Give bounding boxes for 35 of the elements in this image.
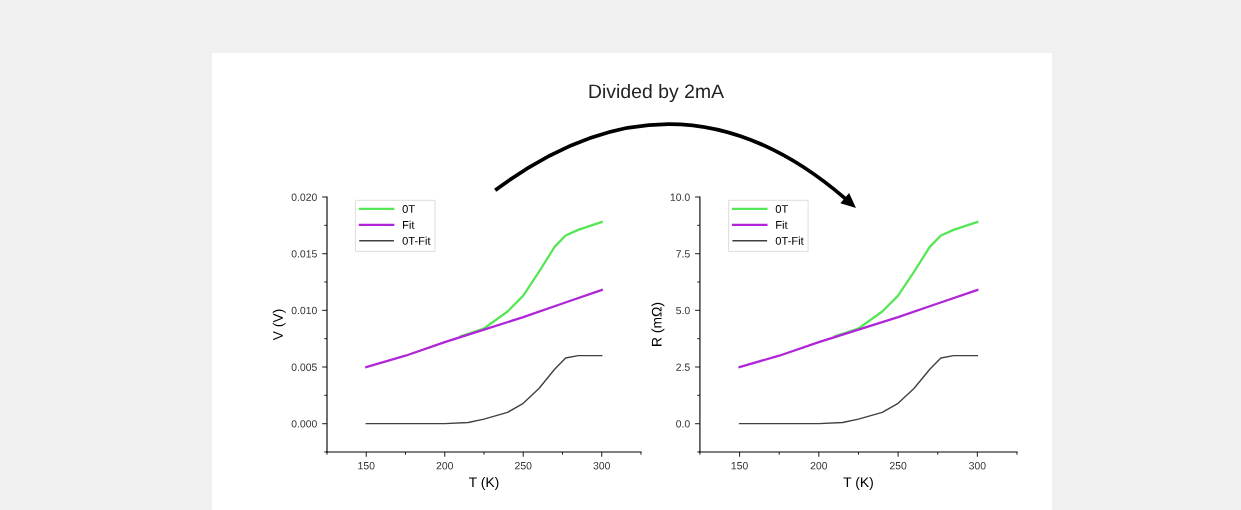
y-tick-label: 10.0 [670, 193, 690, 201]
y-tick-label: 5.0 [676, 306, 690, 315]
line-series [365, 288, 603, 369]
y-tick-label: 2.5 [676, 363, 690, 371]
y-axis-title: V (V) [272, 309, 286, 341]
legend-label: Fit [403, 220, 415, 229]
y-tick-label: 0.015 [291, 250, 317, 258]
legend-label: Fit [776, 220, 788, 229]
legend-label: 0T-Fit [402, 236, 431, 245]
legend-label: 0T-Fit [775, 236, 804, 245]
y-tick-label: 0.010 [291, 306, 317, 315]
text: Divided by 2mA [589, 83, 725, 103]
legend-label: 0T [402, 205, 415, 213]
x-tick-label: 200 [810, 462, 828, 470]
line-series [738, 354, 979, 425]
y-tick-label: 7.5 [676, 250, 690, 258]
y-tick-label: 0.005 [291, 363, 317, 371]
y-axis-title: R (mΩ) [651, 302, 665, 346]
y-tick-label: 0.0 [676, 420, 690, 428]
y-tick-label: 0.020 [291, 193, 317, 201]
line-series [833, 220, 979, 338]
x-axis-title: T (K) [843, 477, 873, 490]
x-tick-label: 200 [436, 462, 454, 470]
x-tick-label: 150 [731, 462, 748, 470]
y-tick-label: 0.000 [291, 420, 317, 428]
x-tick-label: 300 [969, 462, 986, 470]
x-tick-label: 300 [593, 462, 611, 470]
x-tick-label: 250 [889, 462, 907, 470]
legend-label: 0T [775, 205, 788, 213]
x-tick-label: 150 [358, 462, 375, 470]
line-series [459, 220, 603, 338]
line-series [365, 354, 603, 425]
x-tick-label: 250 [515, 462, 532, 470]
line-series [738, 288, 979, 369]
x-axis-title: T (K) [469, 477, 499, 490]
